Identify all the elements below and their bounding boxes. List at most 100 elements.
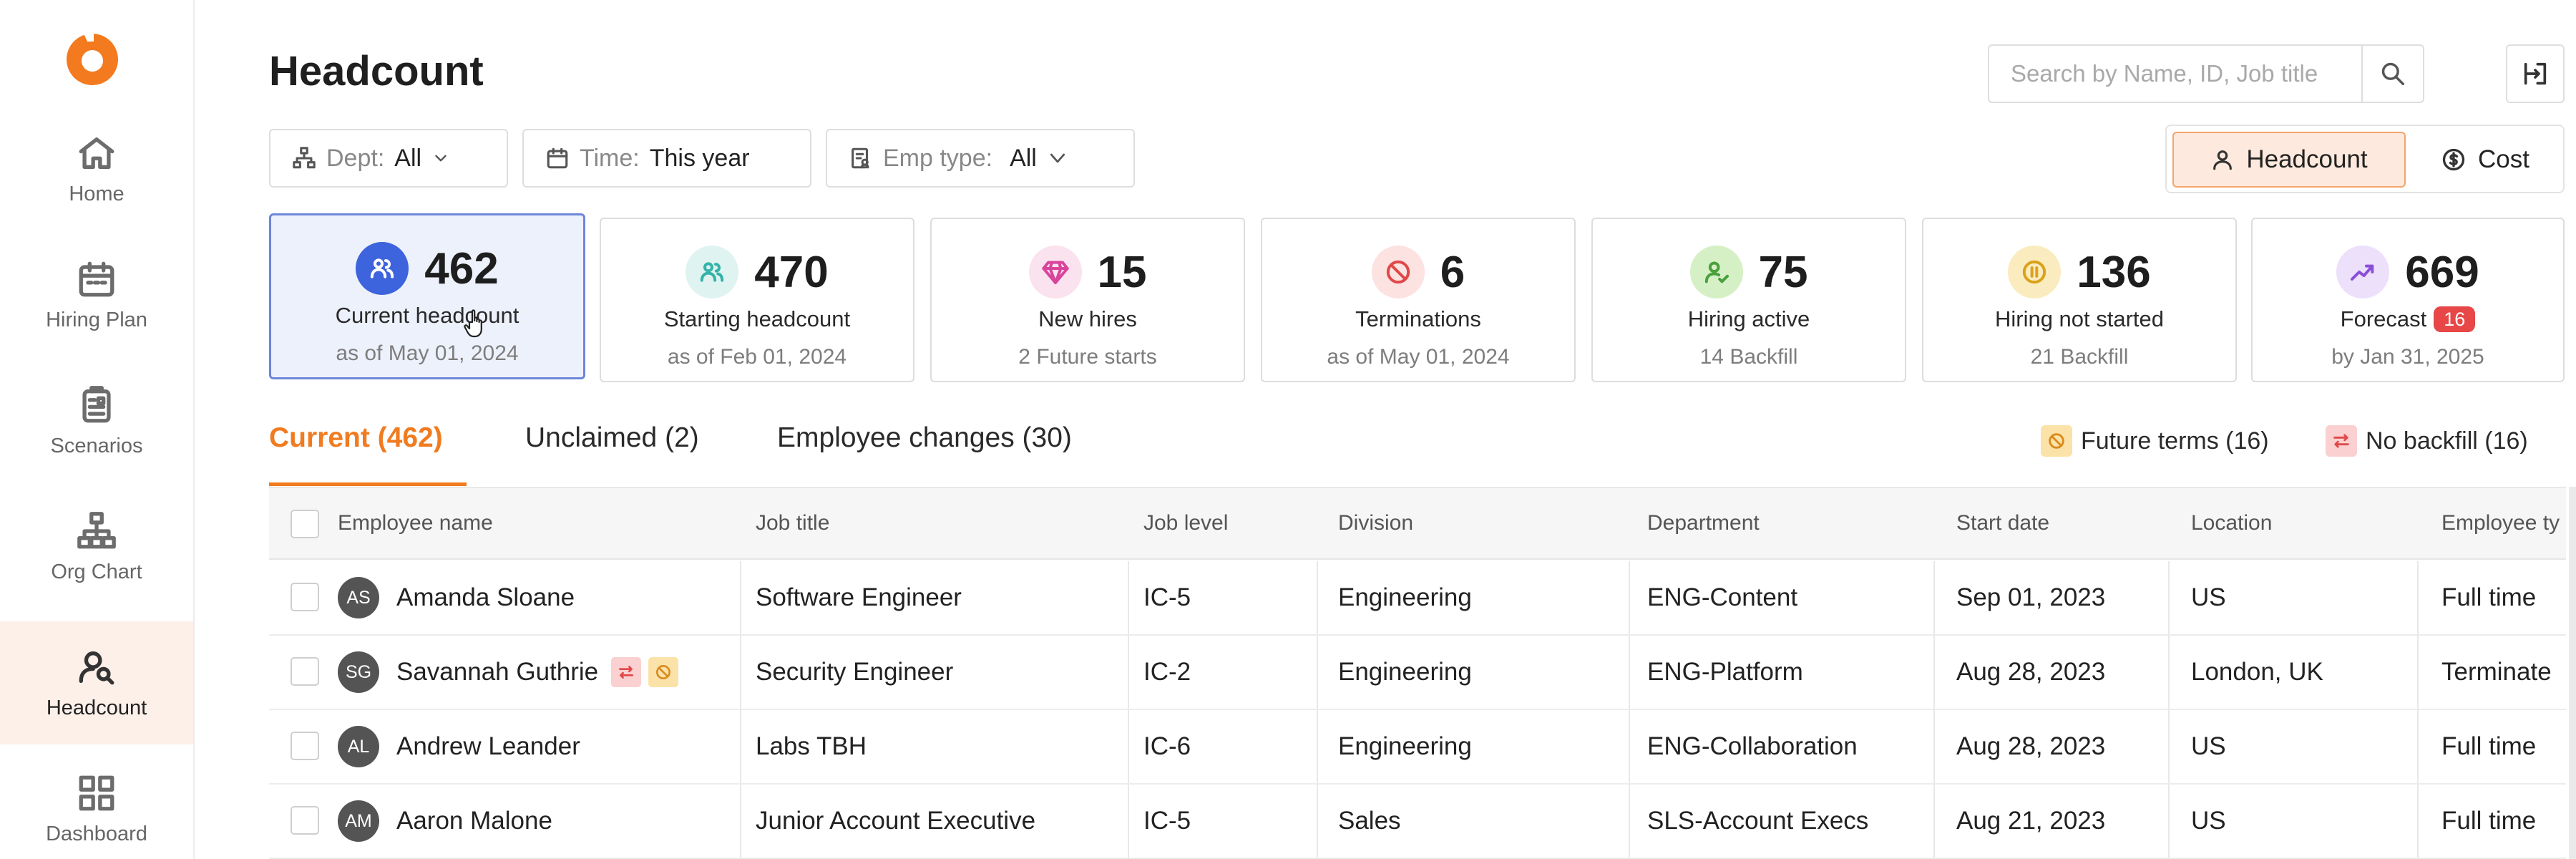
row-checkbox[interactable]	[291, 657, 319, 686]
column-divider	[740, 561, 741, 634]
column-header[interactable]: Department	[1647, 511, 1760, 535]
stat-card-forecast[interactable]: 669 Forecast 16 by Jan 31, 2025	[2251, 218, 2565, 382]
calendar-icon	[79, 261, 114, 296]
row-checkbox[interactable]	[291, 732, 319, 760]
swap-icon	[611, 657, 642, 687]
column-divider	[1317, 561, 1318, 634]
column-divider	[1128, 785, 1129, 858]
stat-card-starting-headcount[interactable]: 470 Starting headcount as of Feb 01, 202…	[600, 218, 914, 382]
division: Engineering	[1338, 583, 1472, 611]
row-checkbox[interactable]	[291, 583, 319, 611]
table-row[interactable]: AS Amanda Sloane Software Engineer IC-5 …	[269, 561, 2566, 636]
job-title: Labs TBH	[756, 732, 867, 760]
table-row[interactable]: AL Andrew Leander Labs TBH IC-6 Engineer…	[269, 710, 2566, 785]
table-scrollbar[interactable]	[2569, 487, 2576, 859]
job-title: Junior Account Executive	[756, 807, 1036, 835]
stat-subtext: 2 Future starts	[1018, 345, 1157, 369]
department: ENG-Content	[1647, 583, 1798, 611]
stat-value: 470	[754, 247, 829, 297]
column-divider	[1128, 636, 1129, 709]
nav-home-label: Home	[69, 182, 125, 205]
column-divider	[1317, 636, 1318, 709]
job-level: IC-5	[1143, 583, 1191, 611]
column-divider	[1933, 710, 1935, 783]
stat-card-terminations[interactable]: 6 Terminations as of May 01, 2024	[1261, 218, 1576, 382]
avatar: SG	[338, 651, 379, 693]
column-divider	[1317, 710, 1318, 783]
division: Engineering	[1338, 732, 1472, 760]
job-level: IC-6	[1143, 732, 1191, 760]
emp-type-filter-value: All	[1010, 144, 1037, 172]
nav-hiring-plan[interactable]: Hiring Plan	[0, 233, 193, 356]
job-level: IC-5	[1143, 807, 1191, 835]
stat-label: New hires	[1038, 306, 1137, 331]
legend-no-backfill[interactable]: No backfill (16)	[2326, 425, 2528, 457]
stat-card-current-headcount[interactable]: 462 Current headcount as of May 01, 2024	[269, 213, 585, 379]
calendar-icon	[547, 147, 568, 169]
stat-label: Starting headcount	[663, 306, 851, 331]
legend-future-terms[interactable]: Future terms (16)	[2041, 425, 2269, 457]
cost-view-button[interactable]: Cost	[2410, 132, 2560, 188]
column-divider	[1629, 710, 1630, 783]
stat-value: 75	[1758, 247, 1808, 297]
nav-org-chart[interactable]: Org Chart	[0, 485, 193, 608]
division: Sales	[1338, 807, 1401, 835]
employee-name[interactable]: Savannah Guthrie	[396, 658, 599, 686]
users-icon	[356, 242, 409, 295]
employee-name[interactable]: Amanda Sloane	[396, 583, 575, 611]
employee-name[interactable]: Aaron Malone	[396, 807, 552, 835]
active-tab-indicator	[269, 482, 467, 486]
stat-subtext: as of Feb 01, 2024	[667, 345, 847, 369]
column-header[interactable]: Employee ty	[2441, 511, 2560, 535]
ban-icon	[2041, 425, 2072, 457]
stat-value: 136	[2077, 247, 2151, 297]
emp-type-filter[interactable]: Emp type: All	[826, 129, 1135, 188]
table-row[interactable]: AM Aaron Malone Junior Account Executive…	[269, 785, 2566, 859]
exit-button[interactable]	[2506, 44, 2565, 103]
chevron-down-icon	[1050, 153, 1065, 163]
search-icon	[2381, 62, 2404, 85]
ban-icon	[1371, 246, 1425, 299]
stat-card-hiring-active[interactable]: 75 Hiring active 14 Backfill	[1591, 218, 1906, 382]
nav-headcount[interactable]: Headcount	[0, 621, 193, 744]
column-header[interactable]: Division	[1338, 511, 1414, 535]
table-row[interactable]: SG Savannah Guthrie Security Engineer IC…	[269, 636, 2566, 710]
nav-dashboard[interactable]: Dashboard	[0, 747, 193, 859]
column-header[interactable]: Job level	[1143, 511, 1229, 535]
column-header[interactable]: Job title	[756, 511, 830, 535]
search-button[interactable]	[2361, 46, 2423, 102]
tab-unclaimed[interactable]: Unclaimed (2)	[525, 422, 699, 453]
tab-employee-changes[interactable]: Employee changes (30)	[777, 422, 1072, 453]
time-filter[interactable]: Time: This year	[522, 129, 811, 188]
column-divider	[2417, 710, 2419, 783]
column-divider	[2168, 561, 2170, 634]
employee-table: Employee name Job title Job level Divisi…	[269, 487, 2566, 859]
column-divider	[740, 636, 741, 709]
row-checkbox[interactable]	[291, 806, 319, 835]
headcount-view-button[interactable]: Headcount	[2172, 132, 2406, 188]
job-level: IC-2	[1143, 658, 1191, 686]
location: US	[2191, 732, 2226, 760]
nav-scenarios[interactable]: Scenarios	[0, 359, 193, 482]
column-divider	[2417, 785, 2419, 858]
nav-home[interactable]: Home	[0, 107, 193, 230]
sidebar: Home Hiring Plan Scenarios Org Chart Hea…	[0, 0, 195, 859]
column-header[interactable]: Location	[2191, 511, 2273, 535]
user-search-icon	[79, 651, 114, 684]
department: ENG-Collaboration	[1647, 732, 1858, 760]
emp-type-filter-label: Emp type:	[883, 144, 993, 172]
search-input[interactable]	[1989, 46, 2361, 102]
app-logo[interactable]	[60, 24, 125, 89]
column-divider	[1933, 785, 1935, 858]
column-header[interactable]: Start date	[1956, 511, 2050, 535]
dept-filter[interactable]: Dept: All	[269, 129, 508, 188]
stat-label: Hiring active	[1687, 306, 1810, 331]
stat-card-hiring-not-started[interactable]: 136 Hiring not started 21 Backfill	[1922, 218, 2237, 382]
select-all-checkbox[interactable]	[291, 510, 319, 538]
column-header[interactable]: Employee name	[338, 511, 493, 535]
tab-current[interactable]: Current (462)	[269, 422, 443, 453]
employee-name[interactable]: Andrew Leander	[396, 732, 580, 760]
column-divider	[1629, 785, 1630, 858]
nav-hiring-plan-label: Hiring Plan	[46, 308, 147, 331]
stat-card-new-hires[interactable]: 15 New hires 2 Future starts	[930, 218, 1245, 382]
